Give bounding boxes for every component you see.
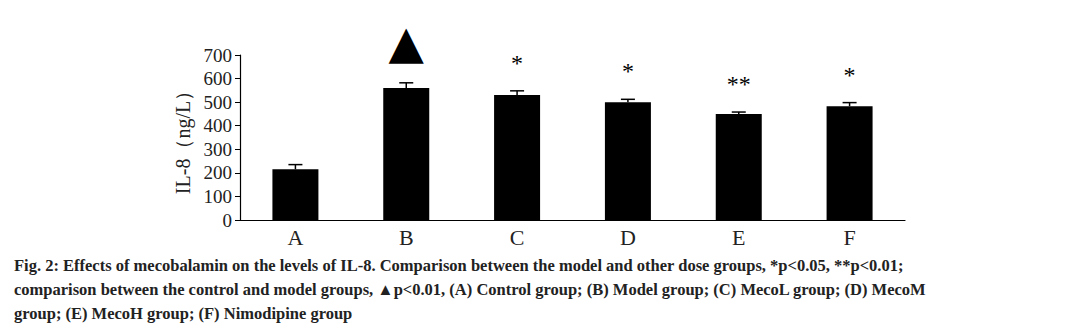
svg-text:600: 600 bbox=[204, 68, 233, 89]
svg-text:C: C bbox=[510, 225, 525, 250]
svg-text:▲: ▲ bbox=[389, 15, 425, 69]
svg-text:*: * bbox=[511, 50, 523, 76]
svg-text:100: 100 bbox=[204, 186, 233, 207]
svg-text:700: 700 bbox=[204, 45, 233, 66]
svg-text:200: 200 bbox=[204, 162, 233, 183]
svg-text:F: F bbox=[843, 225, 855, 250]
svg-text:B: B bbox=[399, 225, 414, 250]
svg-text:E: E bbox=[732, 225, 745, 250]
html-text:group; (E) MecoH group; (F) Ni: group; (E) MecoH group; (F) Nimodipine g… bbox=[14, 304, 353, 323]
svg-text:*: * bbox=[844, 62, 856, 88]
svg-text:**: ** bbox=[727, 71, 751, 97]
svg-text:*: * bbox=[622, 58, 634, 84]
svg-text:0: 0 bbox=[223, 210, 233, 231]
svg-text:400: 400 bbox=[204, 115, 233, 136]
html-text:Fig. 2: Effects of mecobalamin: Fig. 2: Effects of mecobalamin on the le… bbox=[14, 256, 904, 275]
svg-text:300: 300 bbox=[204, 139, 233, 160]
svg-text:D: D bbox=[620, 225, 636, 250]
svg-text:500: 500 bbox=[204, 92, 233, 113]
html-text:comparison between the control: comparison between the control and model… bbox=[14, 280, 926, 299]
svg-text:IL-8（ng/L）: IL-8（ng/L） bbox=[172, 81, 195, 194]
svg-text:A: A bbox=[287, 225, 303, 250]
